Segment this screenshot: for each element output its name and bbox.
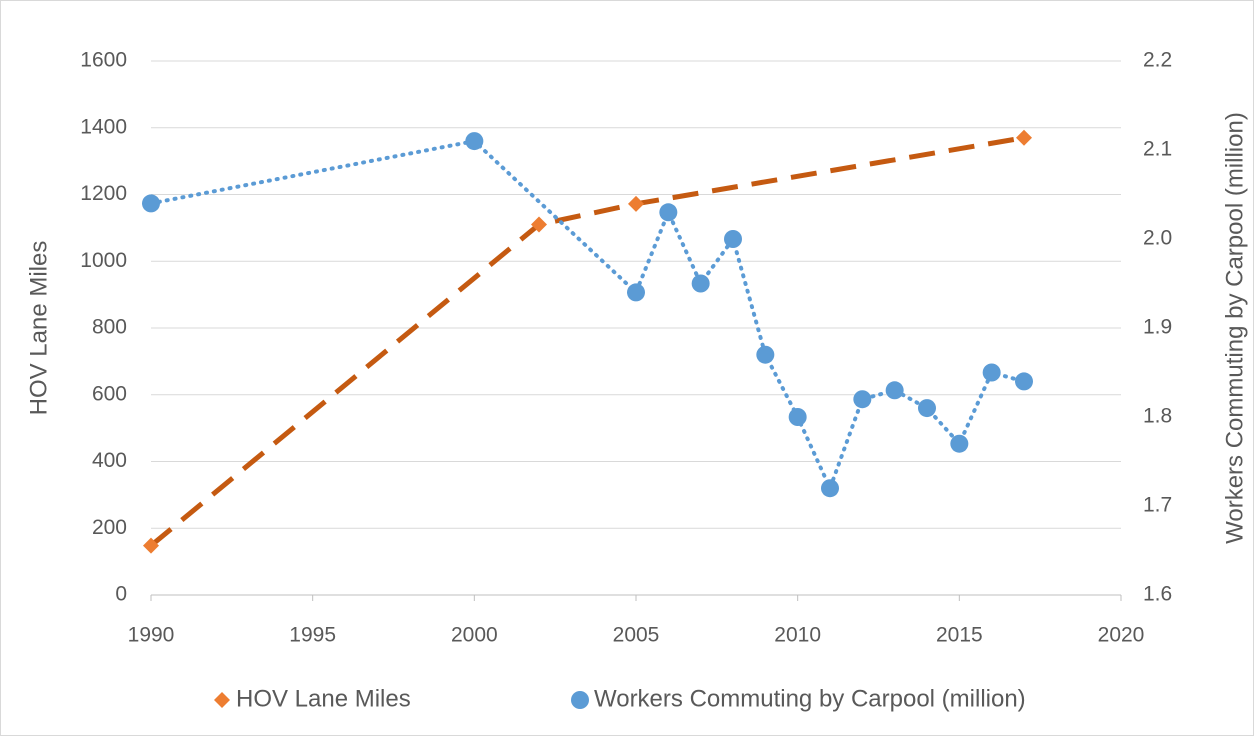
y2-tick-label: 1.9 [1143, 316, 1172, 339]
data-point [724, 230, 742, 248]
y2-axis-label: Workers Commuting by Carpool (million) [1221, 112, 1248, 544]
x-tick-label: 2005 [613, 624, 660, 647]
data-point [143, 537, 159, 554]
y2-tick-label: 1.8 [1143, 405, 1172, 428]
data-point [982, 363, 1001, 382]
data-point [691, 274, 710, 293]
y-tick-label: 1000 [80, 249, 127, 272]
y2-tick-label: 1.7 [1143, 494, 1172, 517]
data-point [531, 216, 547, 233]
y2-tick-label: 1.6 [1143, 583, 1172, 606]
x-tick-label: 2000 [451, 624, 498, 647]
data-point [788, 408, 807, 426]
x-tick-label: 2010 [774, 624, 821, 647]
y-tick-label: 800 [92, 316, 127, 339]
data-point [659, 203, 678, 222]
y-tick-label: 1600 [80, 49, 127, 72]
data-point [1016, 129, 1032, 146]
legend-marker [571, 691, 589, 709]
y2-tick-label: 2.2 [1143, 49, 1172, 72]
data-point [885, 381, 904, 400]
data-point [950, 434, 969, 453]
y-tick-label: 200 [92, 516, 127, 539]
y-tick-label: 1400 [80, 115, 127, 138]
x-tick-label: 2015 [936, 624, 983, 647]
data-point [821, 479, 839, 498]
data-point [465, 132, 484, 151]
x-tick-label: 1995 [289, 624, 336, 647]
y-tick-label: 400 [92, 449, 127, 472]
data-point [628, 195, 644, 212]
data-point [853, 390, 872, 409]
data-point [918, 399, 936, 418]
y2-tick-label: 2.0 [1143, 227, 1172, 250]
data-point [756, 345, 775, 364]
y-tick-label: 0 [115, 583, 127, 606]
x-tick-label: 1990 [128, 624, 175, 647]
data-point [142, 194, 160, 213]
legend-marker [214, 692, 230, 708]
y2-tick-label: 2.1 [1143, 138, 1172, 161]
x-tick-label: 2020 [1098, 624, 1145, 647]
y-tick-label: 600 [92, 382, 127, 405]
y-axis-label: HOV Lane Miles [25, 241, 52, 416]
legend-label: Workers Commuting by Carpool (million) [594, 685, 1026, 712]
series-line [149, 135, 1025, 548]
data-point [1015, 372, 1033, 391]
legend-label: HOV Lane Miles [236, 685, 411, 712]
data-point [627, 283, 645, 302]
y-tick-label: 1200 [80, 182, 127, 205]
